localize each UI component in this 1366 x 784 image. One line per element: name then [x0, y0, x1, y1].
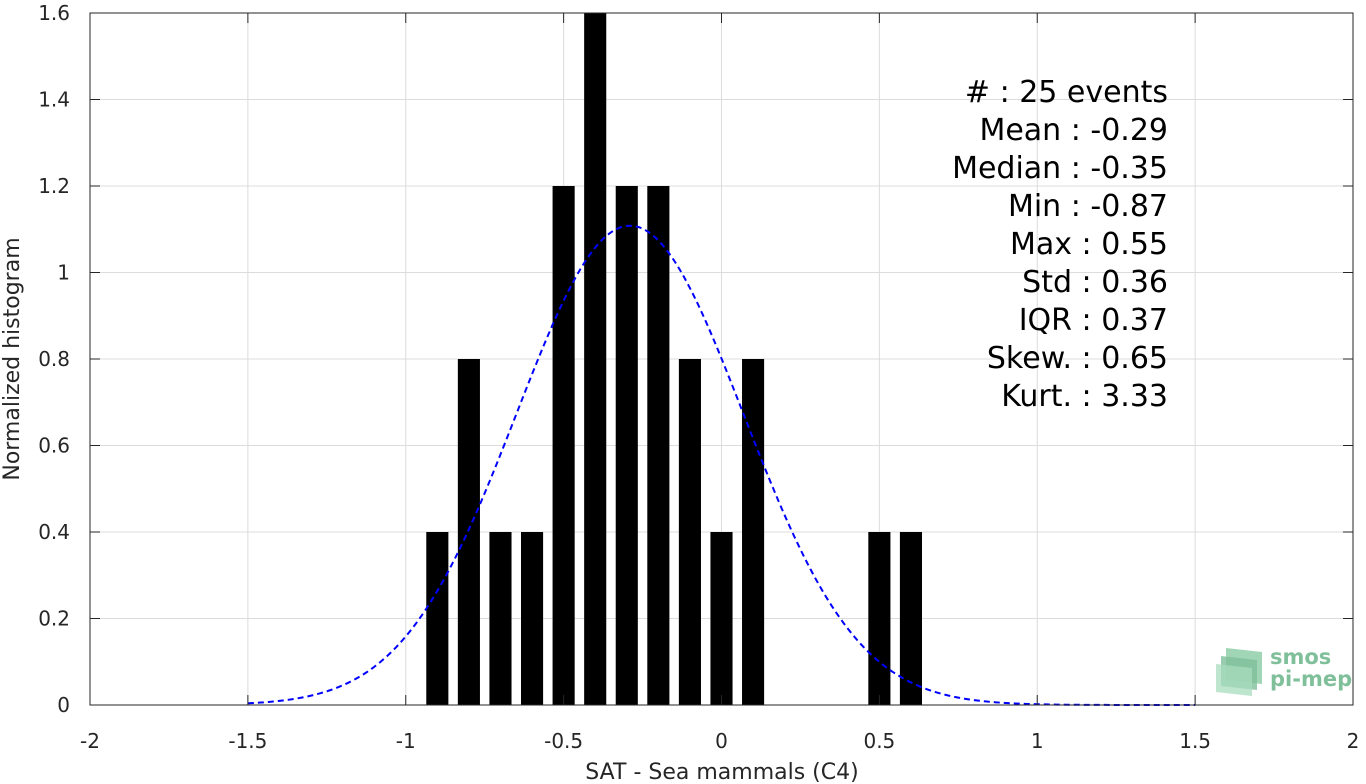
y-tick-label-0: 0	[57, 693, 70, 717]
y-tick-label-1: 0.2	[38, 607, 70, 631]
histogram-bar-6	[615, 186, 638, 705]
smos-pi-mep-logo: smos pi-mep	[1216, 645, 1352, 696]
stat-line-8: Kurt. : 3.33	[1001, 379, 1168, 414]
y-tick-label-3: 0.6	[38, 434, 70, 458]
stat-line-5: Std : 0.36	[1022, 265, 1168, 300]
y-tick-label-8: 1.6	[38, 1, 70, 25]
y-tick-label-7: 1.4	[38, 88, 70, 112]
stat-line-1: Mean : -0.29	[979, 113, 1168, 148]
x-tick-label-2: -1	[396, 729, 416, 753]
histogram-bar-0	[426, 532, 449, 705]
x-tick-label-0: -2	[80, 729, 100, 753]
stat-line-0: # : 25 events	[965, 75, 1168, 110]
logo-line2: pi-mep	[1270, 667, 1352, 691]
stat-line-4: Max : 0.55	[1010, 227, 1168, 262]
histogram-bar-9	[710, 532, 733, 705]
x-tick-labels: -2 -1.5 -1 -0.5 0 0.5 1 1.5 2	[80, 729, 1359, 753]
histogram-bar-7	[647, 186, 670, 705]
x-tick-label-8: 2	[1347, 729, 1360, 753]
x-axis-label: SAT - Sea mammals (C4)	[585, 760, 858, 784]
histogram-bar-5	[584, 13, 607, 705]
y-tick-labels: 0 0.2 0.4 0.6 0.8 1 1.2 1.4 1.6	[38, 1, 70, 717]
x-tick-label-1: -1.5	[228, 729, 267, 753]
y-tick-label-4: 0.8	[38, 347, 70, 371]
x-tick-label-6: 1	[1031, 729, 1044, 753]
histogram-bar-3	[520, 532, 544, 705]
x-tick-label-7: 1.5	[1179, 729, 1211, 753]
x-tick-label-3: -0.5	[544, 729, 583, 753]
x-tick-label-5: 0.5	[863, 729, 895, 753]
logo-line1: smos	[1270, 645, 1331, 669]
histogram-bar-2	[489, 532, 512, 705]
histogram-bar-10	[742, 359, 765, 705]
x-tick-label-4: 0	[715, 729, 728, 753]
logo-mark-icon	[1216, 648, 1262, 696]
y-axis-label: Normalized histogram	[0, 237, 25, 480]
bars	[426, 13, 923, 705]
ticks	[89, 12, 1354, 706]
stat-line-2: Median : -0.35	[952, 151, 1168, 186]
y-tick-label-5: 1	[57, 261, 70, 285]
histogram-bar-12	[899, 532, 923, 705]
histogram-bar-11	[868, 532, 891, 705]
histogram-bar-8	[678, 359, 701, 705]
y-tick-label-2: 0.4	[38, 520, 70, 544]
y-tick-label-6: 1.2	[38, 174, 70, 198]
histogram-bar-1	[457, 359, 480, 705]
stat-line-6: IQR : 0.37	[1019, 303, 1168, 338]
stat-line-7: Skew. : 0.65	[987, 341, 1168, 376]
stat-line-3: Min : -0.87	[1008, 189, 1168, 224]
histogram-bar-4	[552, 186, 575, 705]
